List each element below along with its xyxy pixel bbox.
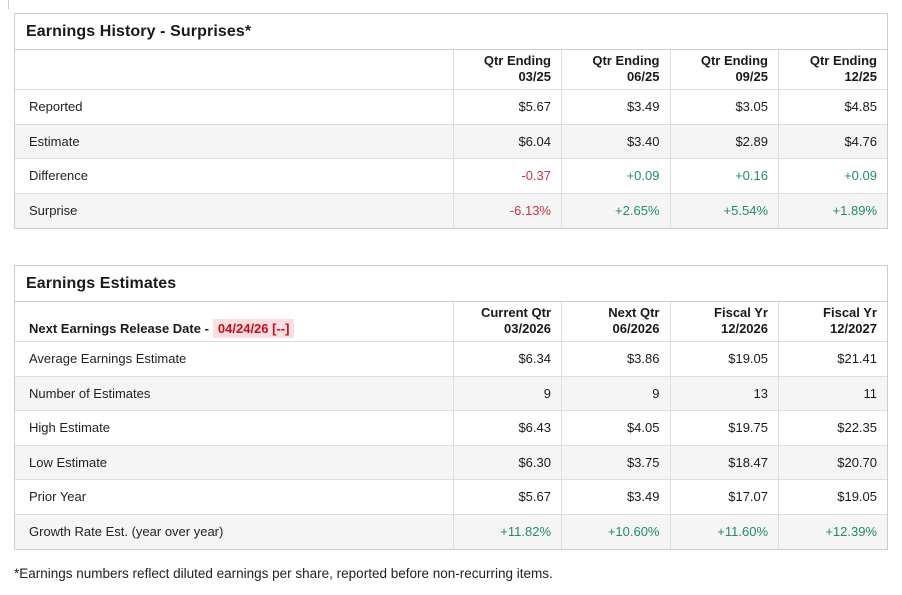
value-cell: $3.75: [561, 444, 670, 480]
column-header-next-qtr: Next Qtr 06/2026: [561, 302, 670, 342]
row-label: Difference: [15, 158, 453, 193]
value-cell: $17.07: [669, 479, 779, 514]
value-cell: 9: [452, 375, 562, 411]
earnings-estimates-title: Earnings Estimates: [15, 266, 887, 302]
row-label: Average Earnings Estimate: [15, 341, 453, 376]
value-cell: $22.35: [778, 410, 887, 445]
value-cell: $2.89: [669, 123, 779, 159]
value-cell: +0.16: [669, 158, 779, 193]
value-cell: 11: [778, 375, 887, 411]
earnings-history-title: Earnings History - Surprises*: [15, 14, 887, 50]
header-row: Qtr Ending 03/25 Qtr Ending 06/25 Qtr En…: [15, 50, 887, 90]
value-cell: +1.89%: [778, 192, 887, 228]
table-row-average-earnings-estimate: Average Earnings Estimate $6.34 $3.86 $1…: [15, 341, 887, 376]
value-cell: $6.43: [452, 410, 562, 445]
earnings-estimates-panel: Earnings Estimates Next Earnings Release…: [14, 265, 888, 550]
table-row-surprise: Surprise -6.13% +2.65% +5.54% +1.89%: [15, 192, 887, 228]
value-cell: $4.85: [778, 89, 887, 124]
value-cell: 9: [561, 375, 670, 411]
table-row-estimate: Estimate $6.04 $3.40 $2.89 $4.76: [15, 123, 887, 159]
table-row-difference: Difference -0.37 +0.09 +0.16 +0.09: [15, 158, 887, 193]
table-row-high-estimate: High Estimate $6.43 $4.05 $19.75 $22.35: [15, 410, 887, 445]
column-header-qtr-0625: Qtr Ending 06/25: [561, 50, 670, 90]
row-label: High Estimate: [15, 410, 453, 445]
value-cell: +2.65%: [561, 192, 670, 228]
value-cell: $5.67: [452, 89, 562, 124]
value-cell: $19.05: [669, 341, 779, 376]
value-cell: +0.09: [778, 158, 887, 193]
earnings-estimates-table: Next Earnings Release Date -04/24/26 [--…: [15, 302, 887, 549]
row-label: Prior Year: [15, 479, 453, 514]
value-cell: $19.05: [778, 479, 887, 514]
column-header-qtr-1225: Qtr Ending 12/25: [778, 50, 887, 90]
value-cell: +11.82%: [452, 513, 562, 549]
next-earnings-release-date: 04/24/26 [--]: [212, 319, 295, 338]
column-header-qtr-0925: Qtr Ending 09/25: [669, 50, 779, 90]
value-cell: $21.41: [778, 341, 887, 376]
value-cell: $6.04: [452, 123, 562, 159]
value-cell: $5.67: [452, 479, 562, 514]
table-row-low-estimate: Low Estimate $6.30 $3.75 $18.47 $20.70: [15, 444, 887, 480]
value-cell: +5.54%: [669, 192, 779, 228]
value-cell: +10.60%: [561, 513, 670, 549]
value-cell: $6.34: [452, 341, 562, 376]
row-label: Growth Rate Est. (year over year): [15, 513, 453, 549]
value-cell: $4.05: [561, 410, 670, 445]
value-cell: $3.49: [561, 89, 670, 124]
row-label: Reported: [15, 89, 453, 124]
value-cell: +12.39%: [778, 513, 887, 549]
value-cell: 13: [669, 375, 779, 411]
value-cell: $4.76: [778, 123, 887, 159]
value-cell: $6.30: [452, 444, 562, 480]
row-label: Surprise: [15, 192, 453, 228]
value-cell: $3.86: [561, 341, 670, 376]
value-cell: $3.40: [561, 123, 670, 159]
empty-header-cell: [15, 50, 453, 90]
stray-border: [8, 0, 9, 9]
value-cell: +11.60%: [669, 513, 779, 549]
value-cell: $3.05: [669, 89, 779, 124]
column-header-fiscal-yr-2026: Fiscal Yr 12/2026: [669, 302, 779, 342]
release-date-cell: Next Earnings Release Date -04/24/26 [--…: [15, 302, 453, 342]
table-row-reported: Reported $5.67 $3.49 $3.05 $4.85: [15, 89, 887, 124]
table-row-prior-year: Prior Year $5.67 $3.49 $17.07 $19.05: [15, 479, 887, 514]
column-header-current-qtr: Current Qtr 03/2026: [452, 302, 562, 342]
release-date-label: Next Earnings Release Date -: [29, 321, 209, 336]
footnote: *Earnings numbers reflect diluted earnin…: [14, 566, 553, 581]
value-cell: $19.75: [669, 410, 779, 445]
row-label: Low Estimate: [15, 444, 453, 480]
row-label: Number of Estimates: [15, 375, 453, 411]
value-cell: $18.47: [669, 444, 779, 480]
table-row-growth-rate-est: Growth Rate Est. (year over year) +11.82…: [15, 513, 887, 549]
column-header-fiscal-yr-2027: Fiscal Yr 12/2027: [778, 302, 887, 342]
value-cell: -6.13%: [452, 192, 562, 228]
earnings-history-panel: Earnings History - Surprises* Qtr Ending…: [14, 13, 888, 229]
value-cell: -0.37: [452, 158, 562, 193]
row-label: Estimate: [15, 123, 453, 159]
value-cell: $3.49: [561, 479, 670, 514]
column-header-qtr-0325: Qtr Ending 03/25: [452, 50, 562, 90]
earnings-history-table: Qtr Ending 03/25 Qtr Ending 06/25 Qtr En…: [15, 50, 887, 228]
value-cell: $20.70: [778, 444, 887, 480]
table-row-number-of-estimates: Number of Estimates 9 9 13 11: [15, 375, 887, 411]
header-row: Next Earnings Release Date -04/24/26 [--…: [15, 302, 887, 342]
value-cell: +0.09: [561, 158, 670, 193]
